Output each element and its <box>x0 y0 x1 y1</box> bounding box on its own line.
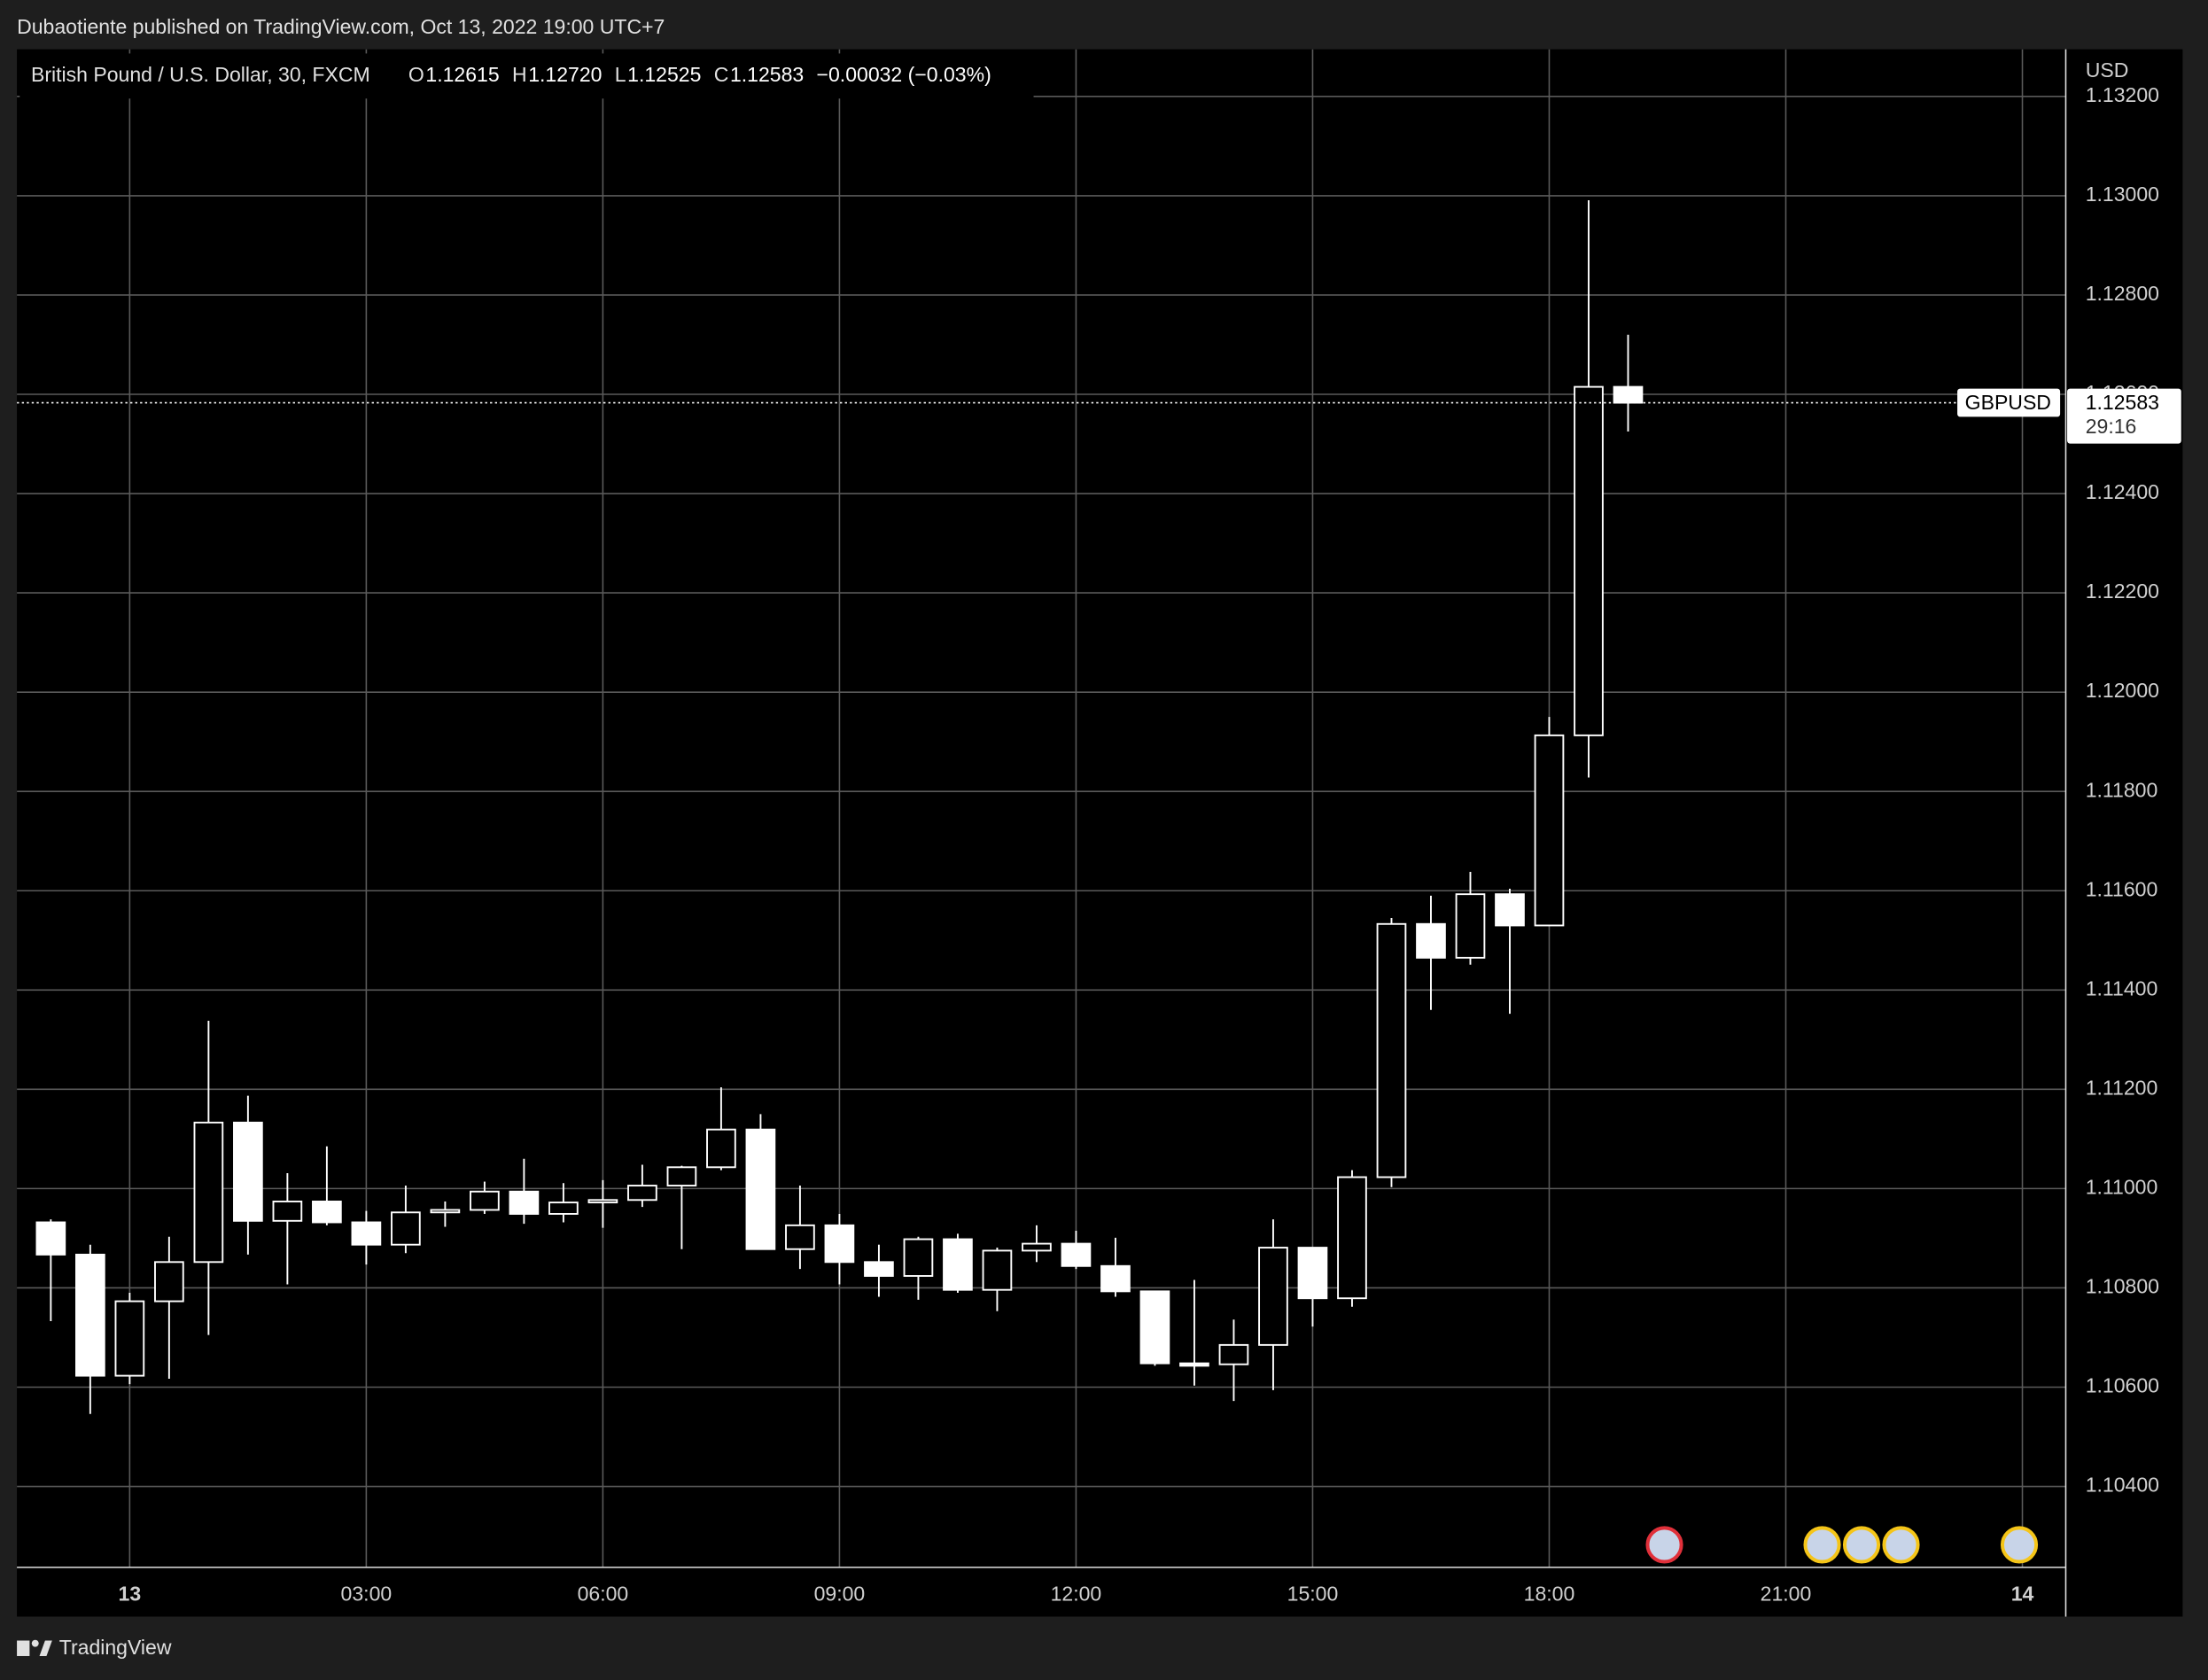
candle-body <box>1139 1290 1170 1365</box>
candle-body <box>864 1261 894 1277</box>
candle-body <box>982 1249 1013 1291</box>
y-tick-label: 1.13200 <box>2086 83 2159 106</box>
x-tick-label: 13 <box>119 1583 142 1606</box>
y-tick-label: 1.12400 <box>2086 480 2159 503</box>
publisher: Dubaotiente published on TradingView.com… <box>17 15 665 38</box>
legend-prefix: H <box>512 63 527 86</box>
legend-value: 1.12583 <box>730 63 804 86</box>
event-icons <box>1645 1526 2039 1564</box>
legend-change: −0.00032 (−0.03%) <box>817 63 991 86</box>
x-tick-label: 18:00 <box>1524 1583 1575 1606</box>
currency: USD <box>2086 58 2129 82</box>
candle-body <box>745 1128 776 1250</box>
candle-body <box>824 1224 855 1264</box>
legend-value: 1.12525 <box>627 63 701 86</box>
candle-body <box>706 1128 736 1169</box>
candle-body <box>272 1201 303 1222</box>
candle-body <box>1416 922 1446 959</box>
logo-shape <box>17 1640 30 1656</box>
symbol-title: British Pound / U.S. Dollar, 30, FXCM <box>31 63 370 86</box>
y-tick-label: 1.11400 <box>2086 976 2158 999</box>
logo-shape <box>39 1640 52 1656</box>
price-label-bg <box>2067 388 2181 444</box>
x-tick-label: 09:00 <box>814 1583 866 1606</box>
candle-body <box>627 1185 657 1202</box>
candle-body <box>943 1238 973 1291</box>
candle-body <box>666 1166 697 1186</box>
candle-body <box>1337 1176 1367 1300</box>
legend-value: 1.12720 <box>528 63 602 86</box>
candle-body <box>548 1202 579 1215</box>
x-tick-label: 03:00 <box>341 1583 393 1606</box>
axes: 1.10400 1.10600 1.10800 1.11000 1.11200 1.114… <box>119 83 2181 1606</box>
candle-body <box>1495 893 1525 927</box>
candle-body <box>114 1300 145 1377</box>
x-tick-label: 06:00 <box>578 1583 629 1606</box>
event-icon[interactable] <box>1882 1526 1920 1564</box>
x-tick-label: 15:00 <box>1287 1583 1339 1606</box>
event-icon[interactable] <box>1645 1526 1683 1564</box>
x-tick-label: 21:00 <box>1761 1583 1812 1606</box>
candle-body <box>587 1199 618 1204</box>
candle-body <box>1179 1362 1209 1367</box>
candle-body <box>1022 1242 1052 1252</box>
event-icon[interactable] <box>1842 1526 1881 1564</box>
y-tick-label: 1.11000 <box>2086 1175 2158 1198</box>
candle-body <box>1258 1247 1288 1346</box>
candle-body <box>1100 1264 1131 1293</box>
candle-body <box>1613 385 1644 404</box>
x-tick-label: 12:00 <box>1051 1583 1102 1606</box>
y-tick-label: 1.13000 <box>2086 183 2159 206</box>
candle-body <box>233 1121 263 1222</box>
legend-value: 1.12615 <box>425 63 499 86</box>
candle-body <box>391 1211 421 1246</box>
candle-body <box>193 1121 224 1264</box>
legend-prefix: C <box>714 63 729 86</box>
y-tick-label: 1.11800 <box>2086 778 2158 801</box>
y-tick-label: 1.11200 <box>2086 1076 2158 1099</box>
candle-body <box>75 1253 105 1377</box>
candle-body <box>1218 1343 1249 1365</box>
candle-body <box>1061 1242 1092 1267</box>
y-tick-label: 1.11600 <box>2086 877 2158 900</box>
candle-body <box>430 1209 461 1214</box>
price-label: 1.12583 <box>2086 391 2159 414</box>
legend-prefix: O <box>408 63 424 86</box>
y-tick-label: 1.12800 <box>2086 282 2159 305</box>
x-tick-label: 14 <box>2011 1583 2034 1606</box>
y-tick-label: 1.12200 <box>2086 579 2159 603</box>
candle-body <box>1376 922 1407 1178</box>
ticker-label-bg <box>1957 388 2061 417</box>
candle-body <box>785 1224 815 1250</box>
legend-prefix: L <box>615 63 626 86</box>
candle-body <box>154 1261 184 1303</box>
y-tick-label: 1.10400 <box>2086 1474 2159 1497</box>
candle-body <box>312 1201 342 1224</box>
candle-body <box>1297 1247 1328 1300</box>
candle-body <box>509 1190 540 1215</box>
y-tick-label: 1.12000 <box>2086 679 2159 702</box>
legend-bg <box>19 53 1034 99</box>
candle-body <box>903 1238 934 1277</box>
candles <box>17 199 1958 1414</box>
candle-body <box>351 1221 382 1246</box>
candle-body <box>1534 734 1565 927</box>
chart-panel <box>17 49 2183 1617</box>
ticker-label: GBPUSD <box>1965 391 2051 414</box>
brand: TradingView <box>59 1636 172 1659</box>
y-tick-label: 1.10600 <box>2086 1374 2159 1397</box>
candle-body <box>1455 893 1486 959</box>
event-icon[interactable] <box>2000 1526 2039 1564</box>
candle-body <box>1574 385 1604 736</box>
candle-body <box>35 1221 66 1256</box>
y-tick-label: 1.10800 <box>2086 1275 2159 1298</box>
logo-shape <box>31 1639 39 1647</box>
event-icon[interactable] <box>1803 1526 1841 1564</box>
candle-body <box>470 1190 500 1211</box>
brand-logo: TradingView <box>17 1636 172 1659</box>
countdown-label: 29:16 <box>2086 415 2137 438</box>
